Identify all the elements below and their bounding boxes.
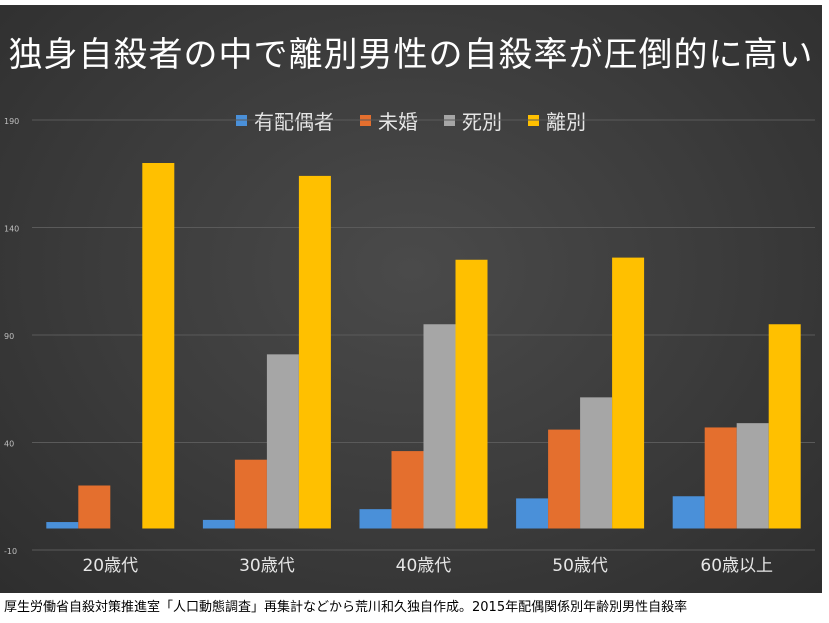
x-tick-label: 50歳代 xyxy=(552,556,608,576)
bar-3-3 xyxy=(612,257,645,529)
bar-2-2 xyxy=(423,324,456,529)
legend-label: 離別 xyxy=(546,110,586,134)
bar-3-0 xyxy=(516,498,549,529)
x-tick-label: 20歳代 xyxy=(82,556,138,576)
legend-label: 有配偶者 xyxy=(254,110,334,134)
bar-1-1 xyxy=(234,459,267,529)
bar-1-0 xyxy=(202,519,235,529)
bar-2-3 xyxy=(455,259,488,529)
chart-panel: 独身自殺者の中で離別男性の自殺率が圧倒的に高い 有配偶者 未婚 死別 離別 -10 40… xyxy=(0,5,822,593)
bar-1-2 xyxy=(266,354,299,529)
legend-label: 死別 xyxy=(462,110,502,134)
y-tick-label: 140 xyxy=(4,225,19,234)
y-tick-label: 90 xyxy=(4,332,14,341)
legend: 有配偶者 未婚 死別 離別 xyxy=(0,106,822,135)
plot-area: -10 40 90 140 190 20歳代 30歳代 40歳代 50歳代 60歳以上 xyxy=(4,117,815,576)
x-tick-label: 30歳代 xyxy=(239,556,295,576)
bar-2-0 xyxy=(359,509,392,529)
x-tick-label: 60歳以上 xyxy=(700,556,773,576)
bar-0-1 xyxy=(78,485,111,529)
bar-0-0 xyxy=(46,522,79,529)
chart-title: 独身自殺者の中で離別男性の自殺率が圧倒的に高い xyxy=(8,35,814,75)
x-tick-label: 40歳代 xyxy=(396,556,452,576)
y-tick-label: -10 xyxy=(4,547,17,556)
bar-0-3 xyxy=(142,163,175,529)
y-tick-label: 190 xyxy=(4,117,19,126)
bar-4-3 xyxy=(768,324,801,529)
bar-4-2 xyxy=(736,423,769,529)
footnote: 厚生労働省自殺対策推進室「人口動態調査」再集計などから荒川和久独自作成。2015… xyxy=(4,600,688,615)
bar-3-1 xyxy=(548,429,581,529)
bar-1-3 xyxy=(298,175,331,529)
bar-3-2 xyxy=(580,397,613,529)
bar-4-1 xyxy=(704,427,737,529)
bar-4-0 xyxy=(672,496,705,529)
legend-label: 未婚 xyxy=(378,110,418,134)
bar-2-1 xyxy=(391,451,424,529)
y-tick-label: 40 xyxy=(4,440,14,449)
